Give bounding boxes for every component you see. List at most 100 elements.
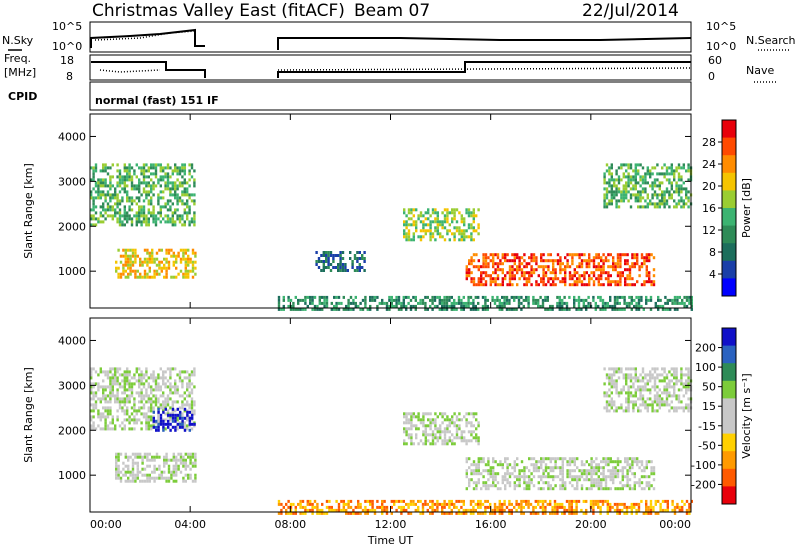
velocity-cell (361, 508, 365, 512)
velocity-cell (465, 421, 468, 425)
velocity-cell (162, 394, 165, 398)
power-cell (186, 190, 189, 194)
velocity-cell (532, 508, 535, 512)
velocity-cell (688, 511, 691, 515)
power-cell (578, 280, 581, 284)
power-cell (427, 208, 430, 212)
velocity-cell (106, 406, 110, 410)
velocity-cell (189, 455, 192, 459)
power-cell (311, 295, 314, 299)
velocity-cell (642, 511, 645, 515)
power-cell (320, 269, 323, 272)
power-cell (668, 166, 671, 170)
power-cell (167, 266, 171, 270)
power-cell (183, 169, 186, 173)
velocity-cell (608, 403, 611, 407)
velocity-cell (629, 373, 633, 377)
power-cell (150, 211, 153, 215)
power-cell (481, 295, 485, 299)
power-cell (184, 248, 187, 252)
power-cell (139, 275, 142, 279)
velocity-cell (594, 499, 597, 503)
velocity-cell (165, 458, 168, 462)
velocity-cell (188, 385, 191, 389)
power-cell (580, 298, 583, 302)
power-cell (648, 280, 651, 284)
velocity-cell (409, 499, 413, 503)
power-cell (339, 266, 342, 269)
power-cell (568, 277, 572, 281)
velocity-cell (632, 406, 635, 410)
power-cell (419, 220, 423, 224)
power-cell (131, 254, 135, 258)
velocity-cell (126, 376, 129, 380)
power-cell (649, 169, 652, 173)
power-cell (496, 262, 500, 266)
velocity-cell (453, 412, 456, 416)
velocity-cell (133, 418, 136, 422)
power-cell (174, 166, 177, 170)
velocity-cell (409, 511, 413, 515)
power-cell (528, 262, 531, 266)
velocity-cell (181, 419, 184, 423)
velocity-cell (685, 499, 689, 503)
velocity-cell (141, 479, 144, 483)
power-cell (637, 193, 640, 197)
velocity-cell (431, 436, 435, 440)
power-cell (341, 257, 345, 260)
power-cell (568, 274, 572, 278)
power-cell (669, 307, 672, 311)
power-cell (645, 298, 648, 302)
velocity-cell (182, 476, 185, 480)
power-cell (126, 190, 129, 194)
power-cell (344, 269, 347, 272)
power-cell (601, 301, 605, 305)
velocity-cell (599, 508, 602, 512)
power-cell (573, 274, 576, 278)
velocity-cell (676, 502, 679, 506)
velocity-cell (171, 407, 175, 411)
velocity-cell (661, 508, 665, 512)
power-cell (590, 271, 593, 275)
power-cell (99, 196, 102, 200)
power-cell (139, 260, 142, 264)
power-cell (162, 169, 165, 173)
velocity-cell (139, 470, 142, 474)
velocity-cell (484, 505, 487, 509)
velocity-cell (154, 382, 158, 386)
power-cell (179, 260, 183, 264)
velocity-cell (634, 394, 637, 398)
power-cell (498, 307, 501, 311)
power-cell (603, 205, 606, 209)
power-cell (607, 271, 610, 275)
power-cell (604, 301, 607, 305)
power-cell (138, 190, 141, 194)
power-cell (369, 295, 372, 299)
power-cell (193, 169, 196, 173)
velocity-cell (451, 439, 454, 443)
power-cell (634, 178, 637, 182)
power-cell (685, 190, 688, 194)
power-cell (583, 283, 586, 287)
power-cell (588, 259, 591, 263)
power-cell (537, 301, 540, 305)
power-cell (661, 190, 664, 194)
power-cell (617, 199, 621, 203)
velocity-cell (625, 508, 629, 512)
power-cell (145, 181, 148, 185)
power-cell (99, 169, 102, 173)
power-cell (620, 178, 623, 182)
power-cell (537, 265, 540, 269)
velocity-cell (664, 499, 667, 503)
power-cell (126, 214, 129, 218)
velocity-cell (150, 406, 153, 410)
power-cell (151, 260, 154, 264)
power-cell (111, 175, 114, 179)
velocity-cell (547, 466, 550, 470)
velocity-cell (400, 511, 403, 515)
power-cell (130, 196, 134, 200)
velocity-cell (480, 472, 483, 476)
power-cell (403, 220, 406, 224)
velocity-cell (671, 499, 674, 503)
velocity-cell (400, 505, 403, 509)
